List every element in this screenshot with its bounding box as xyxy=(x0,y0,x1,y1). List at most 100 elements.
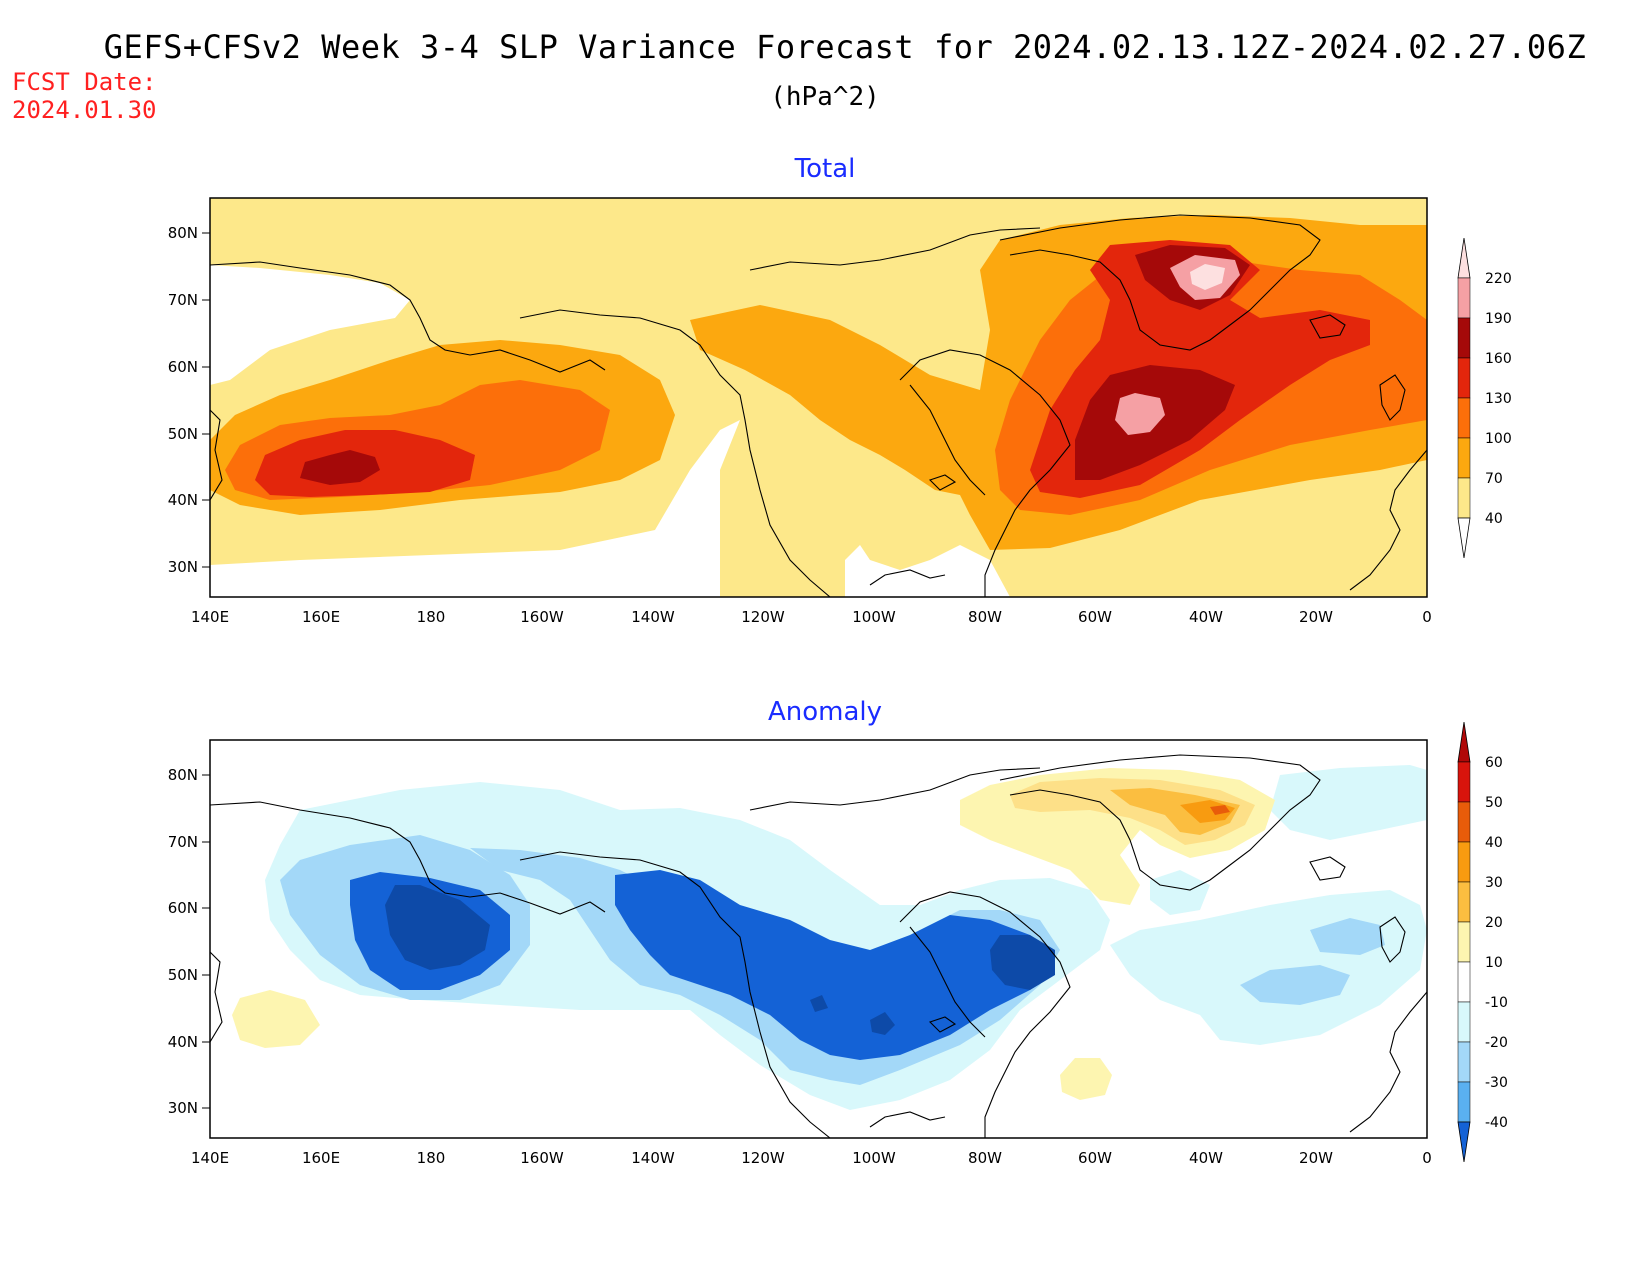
colorbar-total-bottom-arrow xyxy=(1457,517,1471,559)
forecast-date-block: FCST Date: 2024.01.30 xyxy=(12,68,157,124)
lon-label: 0 xyxy=(1422,608,1432,626)
colorbar-label: -30 xyxy=(1485,1075,1508,1091)
lat-label: 80N xyxy=(168,766,198,784)
colorbar-anom-50 xyxy=(1457,761,1471,803)
units-subtitle: (hPa^2) xyxy=(770,82,880,112)
colorbar-anom-neg20 xyxy=(1457,1041,1471,1083)
contour-total-160-west xyxy=(300,450,380,485)
lon-label: 140W xyxy=(631,608,675,626)
lon-label: 160E xyxy=(302,1149,340,1167)
forecast-date-label: FCST Date: xyxy=(12,68,157,96)
coastlines-anomaly xyxy=(210,754,1427,1138)
lat-label: 40N xyxy=(168,491,198,509)
colorbar-anom-bottom-arrow xyxy=(1457,1121,1471,1163)
lon-axis-anomaly: 140E 160E 180 160W 140W 120W 100W 80W 60… xyxy=(191,1149,1432,1167)
colorbar-anom-30 xyxy=(1457,841,1471,883)
colorbar-total-top-arrow xyxy=(1457,237,1471,279)
colorbar-anom-top-arrow xyxy=(1457,721,1471,763)
colorbar-label: 70 xyxy=(1485,471,1503,487)
lon-label: 100W xyxy=(852,608,896,626)
colorbar-label: 50 xyxy=(1485,795,1503,811)
colorbar-anomaly: 60 50 40 30 20 10 -10 -20 -30 -40 xyxy=(1457,721,1508,1163)
lon-label: 180 xyxy=(417,1149,446,1167)
lon-label: 120W xyxy=(741,1149,785,1167)
contour-anom-neg20-se xyxy=(1310,918,1385,955)
contour-anom-neg10-mid xyxy=(1150,870,1210,915)
lon-label: 160W xyxy=(520,608,564,626)
lon-label: 80W xyxy=(968,608,1002,626)
contour-total-below40-nw xyxy=(210,265,410,385)
contour-anom-neg40-small1 xyxy=(870,1012,895,1035)
lat-label: 50N xyxy=(168,966,198,984)
lon-label: 160E xyxy=(302,608,340,626)
colorbar-anom-neg30 xyxy=(1457,1081,1471,1123)
lon-label: 40W xyxy=(1189,608,1223,626)
lon-label: 140E xyxy=(191,1149,229,1167)
colorbar-anom-20 xyxy=(1457,881,1471,923)
colorbar-label: 20 xyxy=(1485,915,1503,931)
anomaly-contours xyxy=(210,740,1427,1138)
colorbar-label: 40 xyxy=(1485,835,1503,851)
coastlines-total xyxy=(210,214,1427,597)
colorbar-label: 160 xyxy=(1485,351,1512,367)
colorbar-total-70 xyxy=(1457,437,1471,479)
lon-label: 60W xyxy=(1078,608,1112,626)
contour-total-220 xyxy=(1190,264,1225,290)
contour-anom-neg10-ne xyxy=(1270,765,1427,840)
colorbar-label: -40 xyxy=(1485,1115,1508,1131)
lat-axis-total: 80N 70N 60N 50N 40N 30N xyxy=(168,224,210,576)
lat-label: 70N xyxy=(168,291,198,309)
lon-label: 100W xyxy=(852,1149,896,1167)
lat-label: 40N xyxy=(168,1033,198,1051)
lon-axis-total: 140E 160E 180 160W 140W 120W 100W 80W 60… xyxy=(191,608,1432,626)
lon-label: 40W xyxy=(1189,1149,1223,1167)
forecast-date-value: 2024.01.30 xyxy=(12,96,157,124)
colorbar-anom-40 xyxy=(1457,801,1471,843)
lat-label: 70N xyxy=(168,833,198,851)
map-frame-total xyxy=(209,197,1428,598)
total-contours xyxy=(210,198,1427,597)
colorbar-total-130 xyxy=(1457,357,1471,399)
panel-title-anomaly: Anomaly xyxy=(768,697,882,727)
colorbar-label: 30 xyxy=(1485,875,1503,891)
colorbar-label: 10 xyxy=(1485,955,1503,971)
panel-title-total: Total xyxy=(794,154,856,184)
lat-label: 80N xyxy=(168,224,198,242)
lat-label: 60N xyxy=(168,899,198,917)
lon-label: 140W xyxy=(631,1149,675,1167)
panel-total: Total xyxy=(168,154,1512,626)
lon-label: 20W xyxy=(1299,1149,1333,1167)
lat-label: 30N xyxy=(168,558,198,576)
lon-label: 20W xyxy=(1299,608,1333,626)
lon-label: 140E xyxy=(191,608,229,626)
contour-total-190-south xyxy=(1115,393,1165,435)
colorbar-label: 60 xyxy=(1485,755,1503,771)
colorbar-label: 190 xyxy=(1485,311,1512,327)
contour-anom-neg40-east xyxy=(990,935,1055,990)
colorbar-anom-10 xyxy=(1457,921,1471,963)
contour-anom-pos30 xyxy=(1110,788,1240,835)
colorbar-total: 220 190 160 130 100 70 40 xyxy=(1457,237,1512,559)
colorbar-label: -20 xyxy=(1485,1035,1508,1051)
colorbar-label: 40 xyxy=(1485,511,1503,527)
colorbar-label: 100 xyxy=(1485,431,1512,447)
lon-label: 160W xyxy=(520,1149,564,1167)
lat-label: 30N xyxy=(168,1099,198,1117)
colorbar-total-40 xyxy=(1457,477,1471,519)
colorbar-total-160 xyxy=(1457,317,1471,359)
contour-anom-pos10-atlantic xyxy=(1060,1058,1112,1100)
colorbar-anom-neg10 xyxy=(1457,1001,1471,1043)
contour-anom-pos50 xyxy=(1210,805,1230,815)
contour-anom-pos10-sw xyxy=(232,990,320,1048)
lon-label: 180 xyxy=(417,608,446,626)
contour-anom-neg30-central xyxy=(615,870,1050,1060)
main-title: GEFS+CFSv2 Week 3-4 SLP Variance Forecas… xyxy=(103,28,1587,66)
lon-label: 0 xyxy=(1422,1149,1432,1167)
colorbar-label: 130 xyxy=(1485,391,1512,407)
lon-label: 60W xyxy=(1078,1149,1112,1167)
lon-label: 80W xyxy=(968,1149,1002,1167)
contour-anom-neg20-sw xyxy=(1240,965,1350,1005)
lon-label: 120W xyxy=(741,608,785,626)
contour-anom-neg40-small2 xyxy=(810,995,828,1012)
